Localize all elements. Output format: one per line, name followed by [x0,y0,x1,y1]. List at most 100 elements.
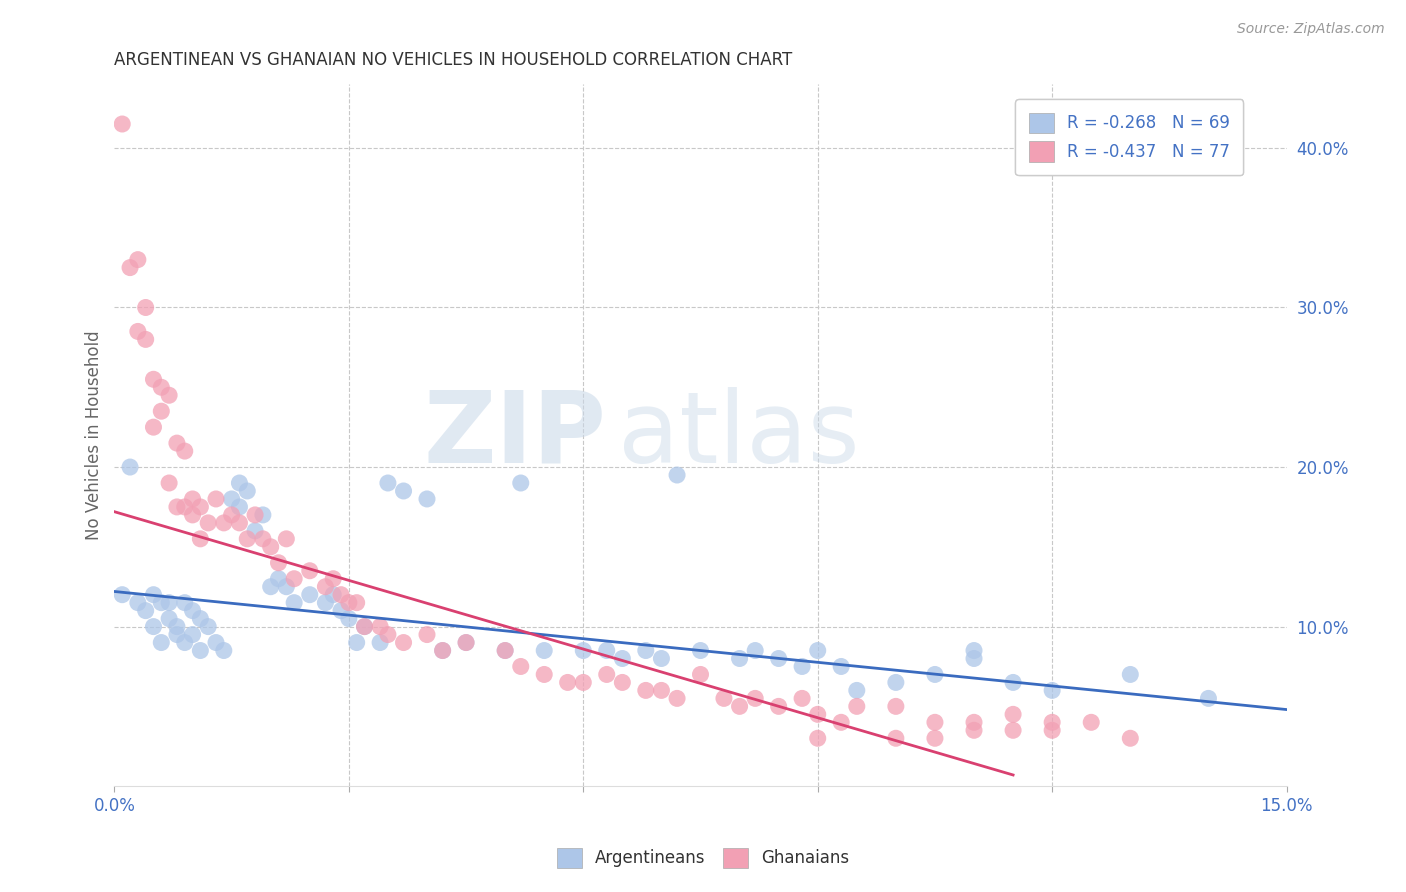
Point [963,715,986,730]
Point [612,675,634,690]
Point [377,475,399,490]
Point [634,643,657,657]
Point [845,683,868,698]
Point [666,468,689,483]
Point [157,596,180,610]
Point [205,491,228,506]
Point [190,532,212,546]
Text: Source: ZipAtlas.com: Source: ZipAtlas.com [1237,22,1385,37]
Point [190,500,212,514]
Point [221,508,243,522]
Point [884,699,907,714]
Point [127,596,149,610]
Point [963,723,986,738]
Point [190,643,212,657]
Point [368,619,391,633]
Point [612,651,634,665]
Point [150,404,173,418]
Point [924,731,946,746]
Point [260,540,283,554]
Point [127,252,149,267]
Point [142,588,165,602]
Point [807,643,830,657]
Point [572,675,595,690]
Point [166,500,188,514]
Point [557,675,579,690]
Point [924,715,946,730]
Point [142,619,165,633]
Point [533,667,555,681]
Point [322,588,344,602]
Point [1040,715,1063,730]
Point [596,667,619,681]
Point [353,619,375,633]
Point [173,444,195,458]
Point [118,460,141,475]
Point [353,619,375,633]
Point [392,483,415,498]
Point [322,572,344,586]
Y-axis label: No Vehicles in Household: No Vehicles in Household [86,330,103,540]
Point [1119,731,1142,746]
Point [634,683,657,698]
Point [157,388,180,402]
Point [1080,715,1102,730]
Point [432,643,454,657]
Point [728,699,751,714]
Point [252,508,274,522]
Point [166,436,188,450]
Text: ZIP: ZIP [423,386,607,483]
Point [197,619,219,633]
Point [111,588,134,602]
Point [884,731,907,746]
Point [533,643,555,657]
Point [1040,723,1063,738]
Point [689,643,711,657]
Legend: Argentineans, Ghanaians: Argentineans, Ghanaians [550,841,856,875]
Point [260,580,283,594]
Point [744,643,766,657]
Point [283,596,305,610]
Point [236,532,259,546]
Point [494,643,516,657]
Point [212,643,235,657]
Text: ARGENTINEAN VS GHANAIAN NO VEHICLES IN HOUSEHOLD CORRELATION CHART: ARGENTINEAN VS GHANAIAN NO VEHICLES IN H… [114,51,793,69]
Point [596,643,619,657]
Point [298,564,321,578]
Point [337,596,360,610]
Point [205,635,228,649]
Point [728,651,751,665]
Point [790,659,813,673]
Point [572,643,595,657]
Point [135,301,157,315]
Point [150,380,173,394]
Point [135,604,157,618]
Point [650,651,672,665]
Point [432,643,454,657]
Point [228,500,250,514]
Point [1002,675,1025,690]
Point [173,500,195,514]
Point [283,572,305,586]
Point [181,508,204,522]
Point [111,117,134,131]
Point [276,532,298,546]
Point [830,659,852,673]
Point [135,332,157,346]
Point [963,651,986,665]
Point [689,667,711,681]
Point [713,691,735,706]
Point [884,675,907,690]
Point [744,691,766,706]
Point [181,491,204,506]
Point [127,325,149,339]
Point [416,491,439,506]
Point [243,508,266,522]
Point [830,715,852,730]
Point [298,588,321,602]
Point [963,643,986,657]
Point [416,627,439,641]
Point [314,596,336,610]
Point [150,635,173,649]
Point [768,651,790,665]
